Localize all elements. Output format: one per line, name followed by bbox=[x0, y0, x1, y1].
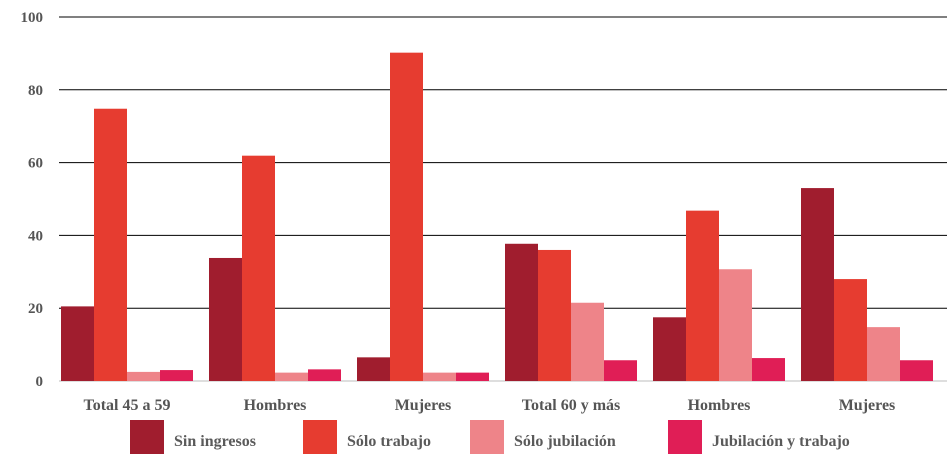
legend: Sin ingresos Sólo trabajo Sólo jubilación J… bbox=[130, 420, 850, 454]
legend-swatch bbox=[668, 420, 702, 454]
legend-swatch bbox=[130, 420, 164, 454]
legend-label: Jubilación y trabajo bbox=[712, 433, 850, 450]
legend-item: Sin ingresos bbox=[130, 420, 256, 454]
bar-s-lo-jubilaci-n-5 bbox=[867, 327, 900, 381]
bar-sin-ingresos-1 bbox=[209, 257, 242, 381]
bar-s-lo-jubilaci-n-1 bbox=[275, 372, 308, 381]
y-tick-label: 60 bbox=[28, 156, 43, 172]
y-tick-label: 20 bbox=[28, 301, 43, 317]
bar-s-lo-trabajo-1 bbox=[242, 155, 275, 381]
bar-s-lo-trabajo-5 bbox=[834, 279, 867, 381]
bar-s-lo-trabajo-4 bbox=[686, 210, 719, 381]
bar-s-lo-trabajo-3 bbox=[538, 249, 571, 381]
legend-label: Sin ingresos bbox=[174, 433, 256, 450]
legend-item: Sólo trabajo bbox=[303, 420, 431, 454]
bar-jubilaci-n-y-trabajo-4 bbox=[752, 358, 785, 381]
legend-label: Sólo trabajo bbox=[347, 433, 431, 450]
bar-s-lo-trabajo-2 bbox=[390, 52, 423, 382]
bar-sin-ingresos-4 bbox=[653, 317, 686, 381]
legend-label: Sólo jubilación bbox=[514, 433, 616, 450]
x-tick-label: Mujeres bbox=[395, 397, 452, 414]
bar-sin-ingresos-3 bbox=[505, 243, 538, 381]
legend-item: Sólo jubilación bbox=[470, 420, 616, 454]
y-tick-label: 100 bbox=[21, 10, 44, 26]
gridlines bbox=[59, 16, 947, 382]
bar-sin-ingresos-0 bbox=[61, 306, 94, 381]
bar-s-lo-jubilaci-n-2 bbox=[423, 372, 456, 381]
x-tick-label: Hombres bbox=[688, 397, 751, 414]
bar-s-lo-trabajo-0 bbox=[94, 108, 127, 381]
y-tick-label: 0 bbox=[36, 374, 44, 390]
bar-jubilaci-n-y-trabajo-2 bbox=[456, 372, 489, 381]
bar-jubilaci-n-y-trabajo-0 bbox=[160, 370, 193, 381]
x-tick-label: Mujeres bbox=[839, 397, 896, 414]
bar-s-lo-jubilaci-n-4 bbox=[719, 269, 752, 381]
bar-s-lo-jubilaci-n-0 bbox=[127, 371, 160, 381]
bar-jubilaci-n-y-trabajo-5 bbox=[900, 360, 933, 381]
x-tick-label: Total 60 y más bbox=[522, 397, 621, 414]
bars bbox=[61, 52, 933, 382]
legend-item: Jubilación y trabajo bbox=[668, 420, 850, 454]
legend-swatch bbox=[470, 420, 504, 454]
bar-sin-ingresos-2 bbox=[357, 357, 390, 381]
y-axis-ticks: 0 20 40 60 80 100 bbox=[21, 10, 44, 390]
y-tick-label: 40 bbox=[28, 228, 43, 244]
bar-s-lo-jubilaci-n-3 bbox=[571, 302, 604, 381]
bar-jubilaci-n-y-trabajo-3 bbox=[604, 360, 637, 381]
x-tick-label: Hombres bbox=[244, 397, 307, 414]
y-tick-label: 80 bbox=[28, 83, 43, 99]
x-axis-ticks: Total 45 a 59 Hombres Mujeres Total 60 y má… bbox=[84, 397, 896, 414]
x-tick-label: Total 45 a 59 bbox=[84, 397, 171, 414]
bar-sin-ingresos-5 bbox=[801, 188, 834, 381]
bar-jubilaci-n-y-trabajo-1 bbox=[308, 369, 341, 381]
legend-swatch bbox=[303, 420, 337, 454]
